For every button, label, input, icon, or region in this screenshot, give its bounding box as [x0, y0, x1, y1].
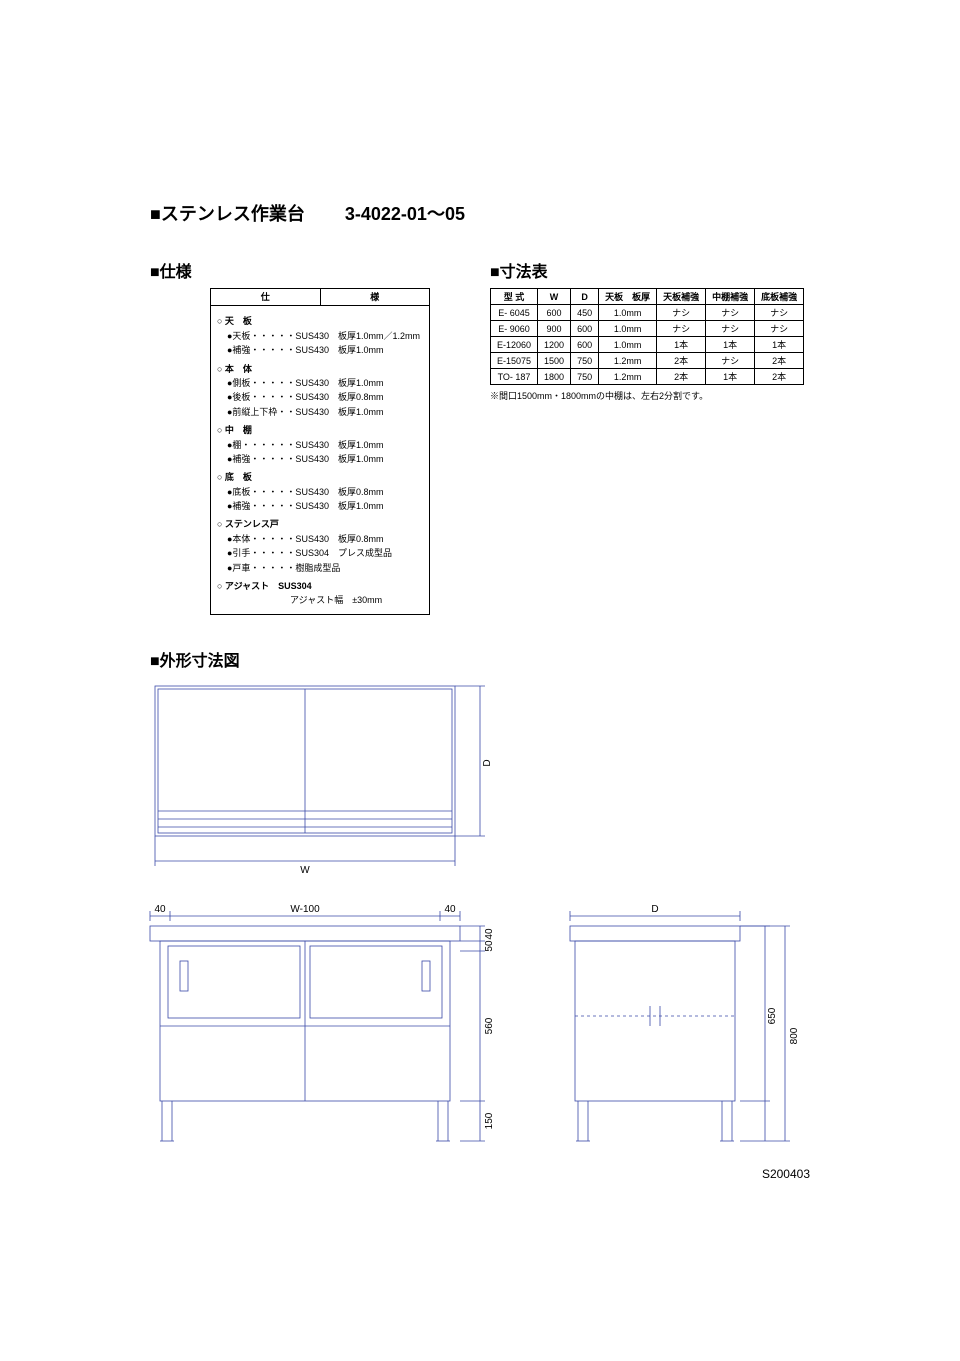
spec-line: ●補強・・・・・SUS430 板厚1.0mm: [217, 343, 423, 357]
spec-group: ○ ステンレス戸●本体・・・・・SUS430 板厚0.8mm●引手・・・・・SU…: [217, 517, 423, 575]
spec-group-h: ○ 中 棚: [217, 423, 423, 437]
spec-group: ○ 天 板●天板・・・・・SUS430 板厚1.0mm／1.2mm●補強・・・・…: [217, 314, 423, 357]
spec-group: ○ 底 板●底板・・・・・SUS430 板厚0.8mm●補強・・・・・SUS43…: [217, 470, 423, 513]
dim-td: 900: [538, 321, 571, 337]
spec-group-h: ○ 天 板: [217, 314, 423, 328]
spec-col-0: 仕: [211, 289, 321, 305]
dim-th: D: [571, 289, 599, 305]
spec-line: ●戸車・・・・・樹脂成型品: [217, 561, 423, 575]
spec-group-h: ○ アジャスト SUS304: [217, 579, 423, 593]
dim-h50: 50: [484, 940, 495, 952]
spec-col-1: 様: [321, 289, 430, 305]
dim-td: 2本: [657, 369, 706, 385]
dim-40-l: 40: [154, 904, 166, 915]
spec-line: ●側板・・・・・SUS430 板厚1.0mm: [217, 376, 423, 390]
dim-h560: 560: [484, 1017, 495, 1034]
dim-td: 1.0mm: [599, 337, 657, 353]
dim-td: 600: [571, 321, 599, 337]
table-row: E-1206012006001.0mm1本1本1本: [491, 337, 804, 353]
dim-h800: 800: [789, 1027, 800, 1044]
dim-td: ナシ: [706, 321, 755, 337]
dim-40-r: 40: [444, 904, 456, 915]
dim-td: 750: [571, 353, 599, 369]
dim-table: 型 式WD天板 板厚天板補強中棚補強底板補強 E- 60456004501.0m…: [490, 288, 804, 385]
dim-td: 1本: [657, 337, 706, 353]
page-title: ■ステンレス作業台 3-4022-01～05: [150, 200, 810, 226]
dim-th: 天板 板厚: [599, 289, 657, 305]
spec-line: ●棚・・・・・・SUS430 板厚1.0mm: [217, 438, 423, 452]
drawings: W D: [150, 681, 810, 1166]
spec-line: ●補強・・・・・SUS430 板厚1.0mm: [217, 499, 423, 513]
spec-heading: ■仕様: [150, 258, 430, 282]
dim-td: 1200: [538, 337, 571, 353]
dim-td: 1本: [706, 337, 755, 353]
title-main: ■ステンレス作業台: [150, 200, 305, 226]
dim-h650: 650: [767, 1007, 778, 1024]
dim-td: 1500: [538, 353, 571, 369]
dim-td: ナシ: [755, 321, 804, 337]
dim-td: 1.0mm: [599, 321, 657, 337]
dim-d2: D: [651, 904, 658, 915]
table-row: TO- 18718007501.2mm2本1本2本: [491, 369, 804, 385]
spec-line: ●前縦上下枠・・SUS430 板厚1.0mm: [217, 405, 423, 419]
dim-td: ナシ: [657, 305, 706, 321]
dim-td: E-15075: [491, 353, 538, 369]
table-row: E- 60456004501.0mmナシナシナシ: [491, 305, 804, 321]
dim-h150: 150: [484, 1112, 495, 1129]
dim-th: 中棚補強: [706, 289, 755, 305]
dim-heading: ■寸法表: [490, 258, 804, 282]
dim-td: E- 6045: [491, 305, 538, 321]
dim-w: W: [300, 865, 310, 876]
dim-td: 2本: [755, 369, 804, 385]
spec-line: ●補強・・・・・SUS430 板厚1.0mm: [217, 452, 423, 466]
spec-line: ●底板・・・・・SUS430 板厚0.8mm: [217, 485, 423, 499]
dim-th: 底板補強: [755, 289, 804, 305]
dim-td: 450: [571, 305, 599, 321]
dim-h40: 40: [484, 928, 495, 940]
dim-td: ナシ: [657, 321, 706, 337]
spec-line: ●引手・・・・・SUS304 プレス成型品: [217, 546, 423, 560]
spec-group: ○ 本 体●側板・・・・・SUS430 板厚1.0mm●後板・・・・・SUS43…: [217, 362, 423, 420]
dim-td: 750: [571, 369, 599, 385]
spec-group-h: ○ 底 板: [217, 470, 423, 484]
title-code: 3-4022-01～05: [345, 200, 465, 226]
dim-th: 型 式: [491, 289, 538, 305]
dim-td: ナシ: [706, 353, 755, 369]
dim-td: 2本: [755, 353, 804, 369]
footer-code: S200403: [762, 1167, 810, 1181]
spec-line: ●天板・・・・・SUS430 板厚1.0mm／1.2mm: [217, 329, 423, 343]
dim-td: 600: [571, 337, 599, 353]
dim-td: 600: [538, 305, 571, 321]
dim-td: 1.2mm: [599, 369, 657, 385]
spec-line: ●本体・・・・・SUS430 板厚0.8mm: [217, 532, 423, 546]
dim-th: 天板補強: [657, 289, 706, 305]
spec-group: ○ アジャスト SUS304 アジャスト幅 ±30mm: [217, 579, 423, 608]
table-row: E- 90609006001.0mmナシナシナシ: [491, 321, 804, 337]
spec-group-h: ○ ステンレス戸: [217, 517, 423, 531]
dim-td: 2本: [657, 353, 706, 369]
dim-d: D: [482, 759, 493, 766]
spec-line: ●後板・・・・・SUS430 板厚0.8mm: [217, 390, 423, 404]
table-row: E-1507515007501.2mm2本ナシ2本: [491, 353, 804, 369]
dim-td: ナシ: [706, 305, 755, 321]
dim-td: E- 9060: [491, 321, 538, 337]
dim-td: 1本: [755, 337, 804, 353]
spec-section: ■仕様 仕 様 ○ 天 板●天板・・・・・SUS430 板厚1.0mm／1.2m…: [150, 226, 430, 615]
draw-heading: ■外形寸法図: [150, 647, 810, 671]
dim-note: ※間口1500mm・1800mmの中棚は、左右2分割です。: [490, 389, 804, 402]
dim-td: 1800: [538, 369, 571, 385]
dim-section: ■寸法表 型 式WD天板 板厚天板補強中棚補強底板補強 E- 604560045…: [490, 226, 804, 402]
dim-td: 1.0mm: [599, 305, 657, 321]
spec-box: 仕 様 ○ 天 板●天板・・・・・SUS430 板厚1.0mm／1.2mm●補強…: [210, 288, 430, 615]
spec-group-h: ○ 本 体: [217, 362, 423, 376]
spec-group: ○ 中 棚●棚・・・・・・SUS430 板厚1.0mm●補強・・・・・SUS43…: [217, 423, 423, 466]
dim-td: 1本: [706, 369, 755, 385]
dim-td: TO- 187: [491, 369, 538, 385]
dim-td: 1.2mm: [599, 353, 657, 369]
dim-td: ナシ: [755, 305, 804, 321]
dim-td: E-12060: [491, 337, 538, 353]
spec-line: アジャスト幅 ±30mm: [217, 593, 423, 607]
dim-th: W: [538, 289, 571, 305]
dim-w100: W-100: [290, 904, 320, 915]
